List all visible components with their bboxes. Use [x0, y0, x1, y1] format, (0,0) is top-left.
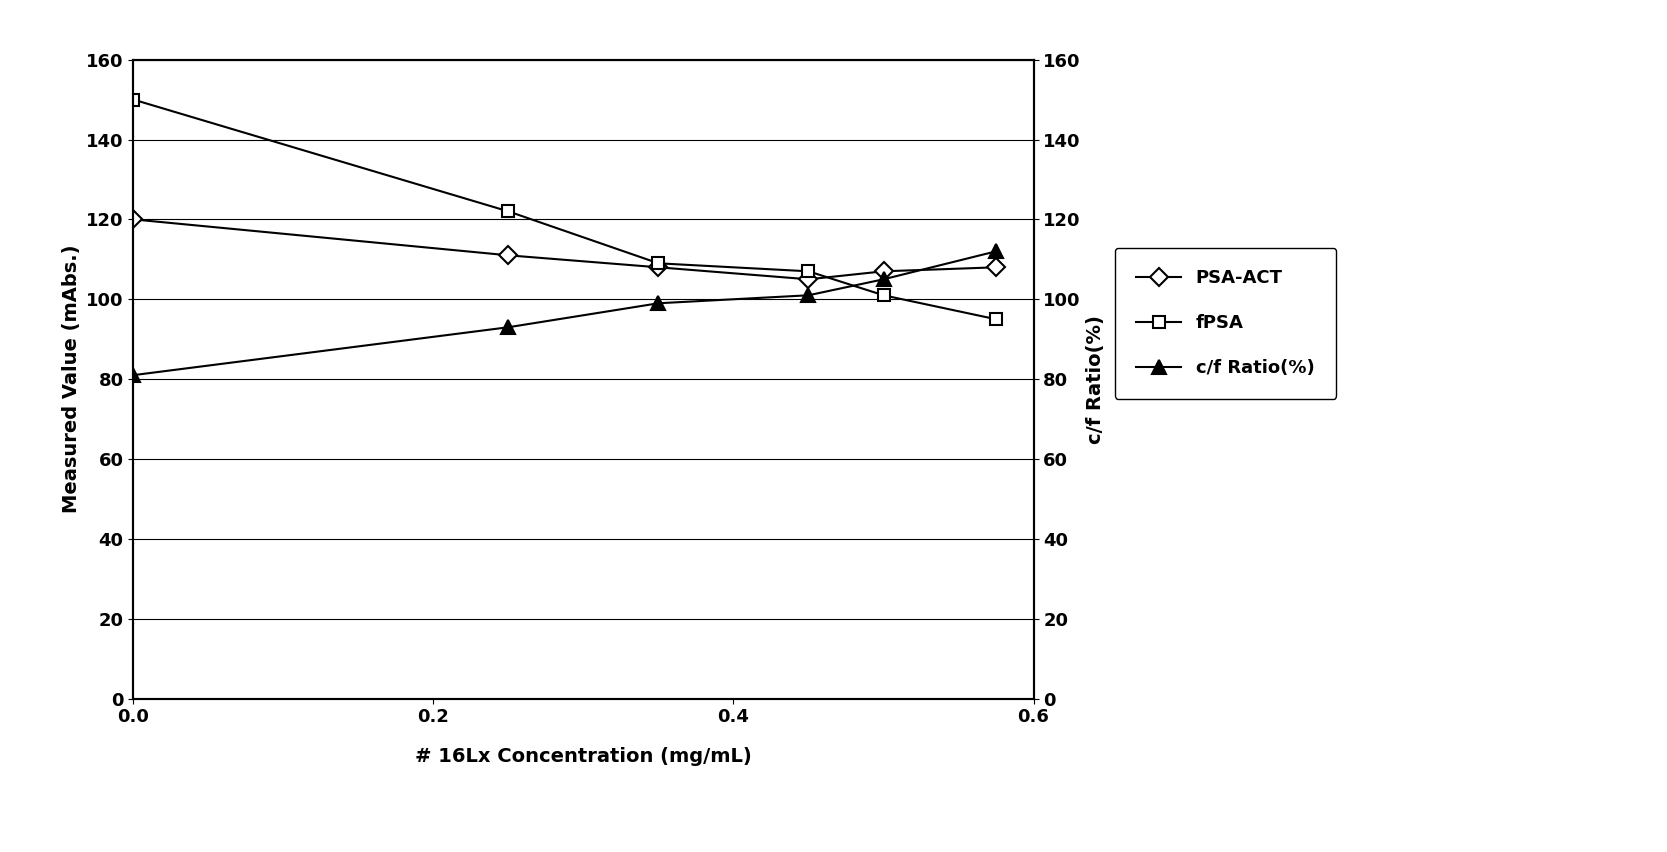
Line: fPSA: fPSA	[127, 94, 1002, 325]
c/f Ratio(%)	[874, 274, 894, 285]
X-axis label: # 16Lx Concentration (mg/mL): # 16Lx Concentration (mg/mL)	[415, 747, 752, 766]
Line: c/f Ratio(%): c/f Ratio(%)	[127, 245, 1004, 382]
fPSA	[123, 95, 143, 105]
PSA-ACT	[987, 262, 1007, 273]
c/f Ratio(%)	[798, 291, 818, 301]
Y-axis label: c/f Ratio(%): c/f Ratio(%)	[1087, 314, 1105, 444]
fPSA	[498, 206, 518, 216]
c/f Ratio(%)	[123, 370, 143, 380]
fPSA	[987, 314, 1007, 325]
Y-axis label: Measured Value (mAbs.): Measured Value (mAbs.)	[62, 245, 80, 514]
PSA-ACT	[123, 214, 143, 224]
Legend: PSA-ACT, fPSA, c/f Ratio(%): PSA-ACT, fPSA, c/f Ratio(%)	[1115, 248, 1337, 399]
PSA-ACT	[874, 266, 894, 276]
c/f Ratio(%)	[498, 322, 518, 332]
c/f Ratio(%)	[648, 298, 668, 308]
Line: PSA-ACT: PSA-ACT	[127, 213, 1002, 285]
fPSA	[648, 258, 668, 268]
fPSA	[798, 266, 818, 276]
PSA-ACT	[648, 262, 668, 273]
PSA-ACT	[798, 274, 818, 285]
PSA-ACT	[498, 250, 518, 261]
c/f Ratio(%)	[987, 246, 1007, 256]
fPSA	[874, 291, 894, 301]
